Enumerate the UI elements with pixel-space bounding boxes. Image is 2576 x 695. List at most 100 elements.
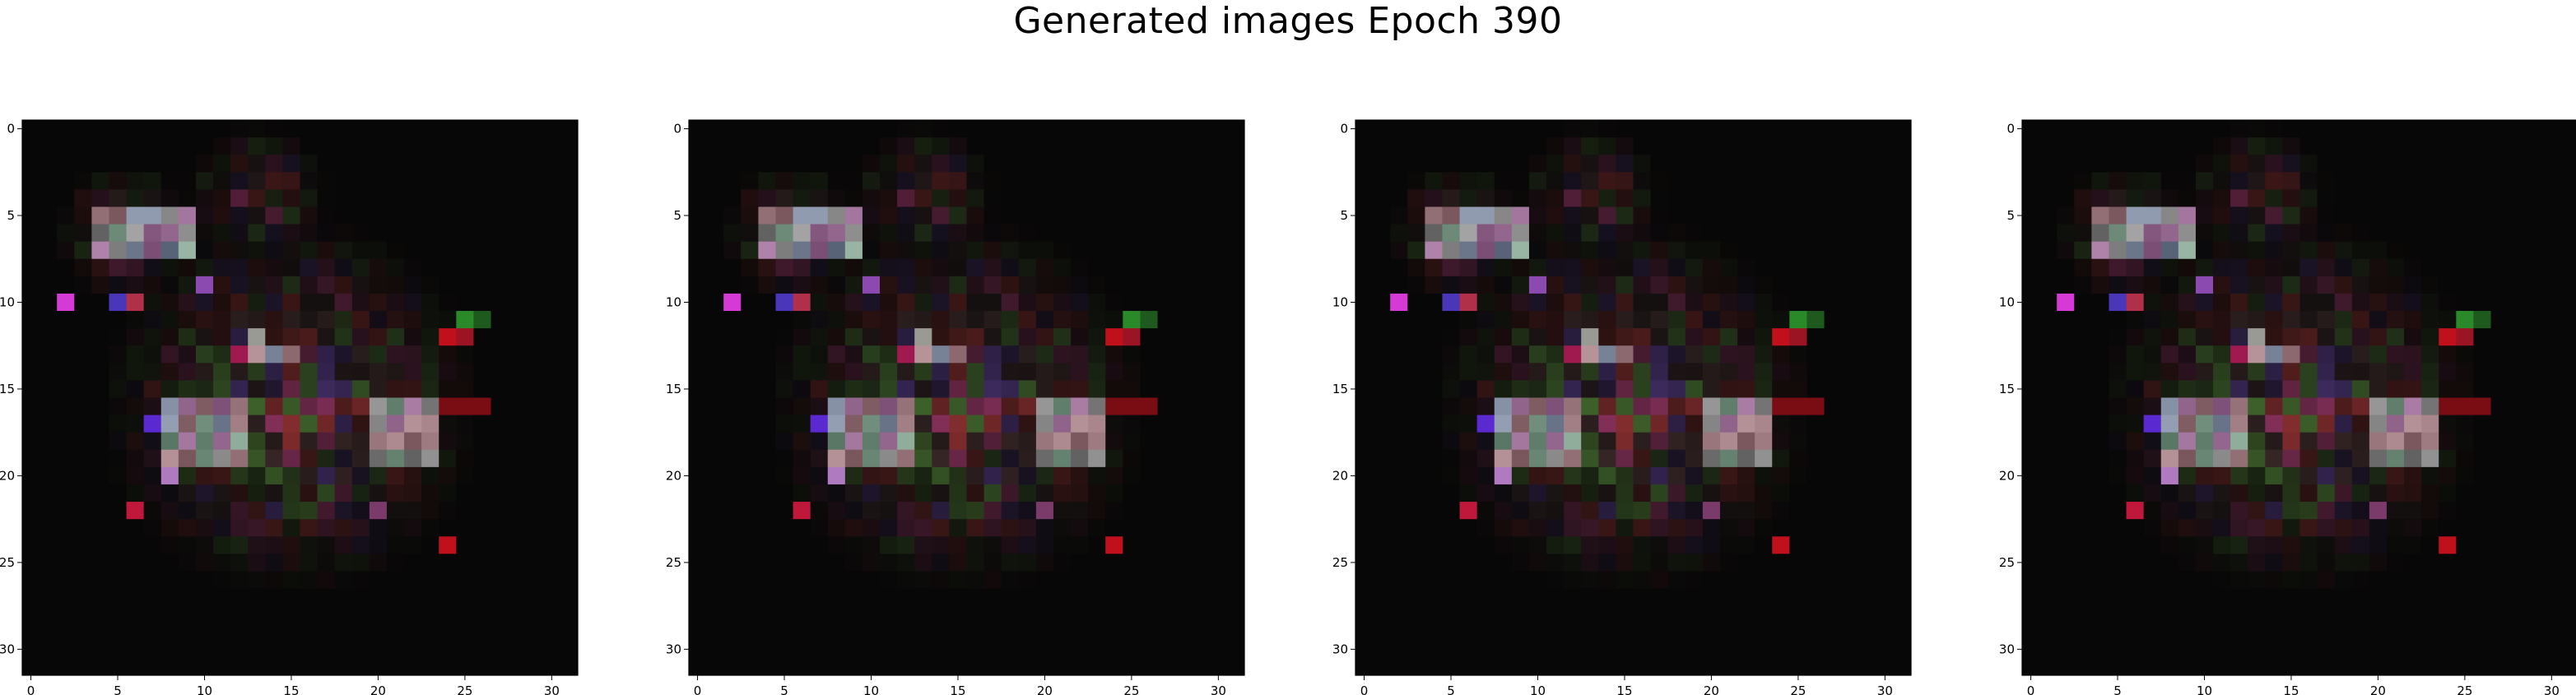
pixel [1616,224,1634,243]
pixel [2213,432,2231,451]
pixel [1226,519,1245,537]
pixel [2091,554,2109,572]
pixel [542,640,561,659]
pixel [1105,605,1123,624]
pixel [723,380,742,398]
pixel [2022,554,2040,572]
pixel [265,640,283,659]
pixel [1140,432,1158,451]
pixel [1071,484,1089,503]
pixel [143,363,162,381]
pixel [1633,502,1651,520]
pixel [966,640,984,659]
pixel [2213,536,2231,554]
pixel [213,224,231,243]
pixel [1157,293,1176,312]
pixel [91,519,109,537]
pixel [1893,571,1912,589]
pixel [265,258,283,277]
pixel [1806,224,1825,243]
pixel [1174,432,1193,451]
pixel [1564,311,1582,329]
pixel [1123,224,1141,243]
pixel [2421,466,2439,485]
pixel [2421,120,2439,138]
pixel [126,311,145,329]
pixel [2404,588,2422,607]
pixel [844,657,863,676]
pixel [2230,466,2248,485]
pixel [2126,432,2145,451]
y-tick-label: 10 [666,294,681,309]
pixel [2039,328,2058,346]
pixel [1459,397,1478,415]
pixel [758,536,776,554]
pixel [827,224,846,243]
pixel [775,484,793,503]
pixel [1737,137,1755,155]
pixel [1157,120,1176,138]
pixel [230,172,249,190]
pixel [351,502,370,520]
pixel [1071,120,1089,138]
pixel [1528,502,1547,520]
pixel [369,241,388,260]
pixel [689,623,707,642]
pixel [2248,293,2266,312]
pixel [1088,502,1106,520]
pixel [248,137,266,155]
pixel [2248,519,2266,537]
pixel [491,206,509,225]
pixel [1390,380,1408,398]
pixel [143,519,162,537]
pixel [282,345,300,364]
pixel [2160,345,2179,364]
pixel [2386,554,2405,572]
pixel [1123,120,1141,138]
y-tick-label: 15 [1999,382,2015,396]
pixel [1598,224,1616,243]
pixel [2404,466,2422,485]
pixel [2490,172,2509,190]
pixel [2386,363,2405,381]
pixel [1071,380,1089,398]
pixel [1174,206,1193,225]
pixel [1442,189,1460,207]
pixel [1053,137,1072,155]
pixel [2508,345,2527,364]
pixel [2057,293,2075,312]
pixel [1459,241,1478,260]
pixel [1192,363,1211,381]
pixel [1528,605,1547,624]
pixel [689,484,707,503]
pixel [2091,623,2109,642]
pixel [2439,484,2457,503]
pixel [91,588,109,607]
pixel [491,432,509,451]
pixel [282,554,300,572]
pixel [2473,502,2491,520]
pixel [1157,206,1176,225]
pixel [880,345,898,364]
y-tick-label: 20 [0,468,15,483]
x-tick-label: 0 [2027,683,2035,695]
pixel [1174,466,1193,485]
pixel [966,224,984,243]
pixel [1001,241,1020,260]
pixel [334,605,353,624]
pixel [456,328,474,346]
pixel [1088,137,1106,155]
pixel [810,657,829,676]
pixel [195,502,214,520]
pixel [2213,276,2231,294]
pixel [1476,519,1495,537]
pixel [300,241,318,260]
pixel [880,466,898,485]
pixel [1425,415,1443,433]
pixel [2490,380,2509,398]
pixel [1511,519,1530,537]
pixel [2109,657,2127,676]
pixel [1581,536,1599,554]
pixel [2560,484,2576,503]
pixel [2421,137,2439,155]
